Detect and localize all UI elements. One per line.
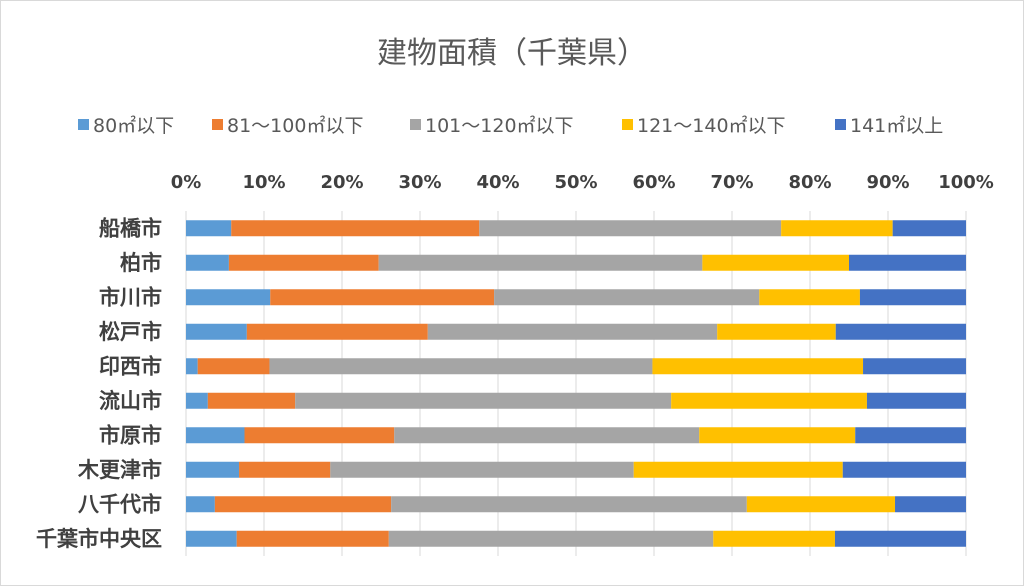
bar-segment (244, 427, 395, 444)
x-tick-label: 0% (171, 172, 202, 193)
bar-segment (186, 323, 247, 340)
bar-segment (378, 254, 703, 271)
bar-segment (759, 289, 860, 306)
x-tick-label: 10% (242, 172, 285, 193)
category-label: 木更津市 (77, 458, 162, 482)
bar-segment (895, 496, 966, 513)
bar-segment (866, 392, 966, 409)
bar-segment (231, 220, 480, 237)
x-tick-label: 20% (320, 172, 363, 193)
bar-segment (494, 289, 760, 306)
chart-title: 建物面積（千葉県） (377, 36, 647, 71)
x-tick-label: 80% (788, 172, 831, 193)
bar-segment (236, 530, 389, 547)
bar-segment (391, 496, 747, 513)
category-label: 船橋市 (99, 216, 162, 240)
x-tick-label: 100% (938, 172, 994, 193)
bar-segment (746, 496, 896, 513)
bar-segment (855, 427, 966, 444)
bar-segment (295, 392, 672, 409)
bar-segment (186, 496, 215, 513)
bar-segment (388, 530, 714, 547)
bar-segment (702, 254, 849, 271)
bar-segment (863, 358, 966, 375)
bar-segment (834, 530, 966, 547)
x-tick-label: 30% (398, 172, 441, 193)
bar-segment (186, 254, 229, 271)
bar-segment (269, 358, 653, 375)
bar-segment (330, 461, 634, 478)
category-label: 市川市 (99, 285, 162, 309)
bars (186, 220, 966, 547)
legend-swatch (78, 119, 89, 130)
bar-segment (479, 220, 782, 237)
x-tick-label: 50% (554, 172, 597, 193)
x-tick-label: 40% (476, 172, 519, 193)
category-label: 千葉市中央区 (36, 527, 162, 551)
legend-label: 141㎡以上 (850, 114, 943, 137)
bar-segment (842, 461, 966, 478)
bar-segment (835, 323, 966, 340)
bar-segment (699, 427, 856, 444)
category-label: 柏市 (120, 251, 162, 275)
bar-segment (859, 289, 966, 306)
bar-segment (207, 392, 296, 409)
legend-swatch (622, 119, 633, 130)
category-label: 印西市 (99, 354, 162, 378)
bar-segment (713, 530, 835, 547)
bar-segment (246, 323, 428, 340)
category-label: 流山市 (99, 389, 162, 413)
x-axis-tick-labels: 0% 10% 20% 30% 40% 50% 60% 70% 80% 90% 100% (171, 172, 994, 193)
bar-segment (214, 496, 392, 513)
bar-segment (186, 461, 240, 478)
bar-segment (186, 530, 237, 547)
bar-segment (849, 254, 966, 271)
legend-swatch (212, 119, 223, 130)
bar-segment (781, 220, 893, 237)
bar-segment (228, 254, 379, 271)
legend-swatch (835, 119, 846, 130)
bar-segment (652, 358, 864, 375)
bar-segment (394, 427, 700, 444)
bar-segment (239, 461, 331, 478)
bar-segment (671, 392, 867, 409)
bar-segment (186, 427, 245, 444)
bar-segment (186, 289, 271, 306)
category-label: 八千代市 (78, 492, 162, 516)
bar-segment (892, 220, 966, 237)
legend-label: 80㎡以下 (93, 114, 174, 137)
category-label: 松戸市 (99, 320, 162, 344)
legend-label: 81～100㎡以下 (227, 114, 363, 137)
x-tick-label: 70% (710, 172, 753, 193)
legend-label: 101～120㎡以下 (425, 114, 574, 137)
bar-segment (197, 358, 270, 375)
bar-segment (186, 358, 198, 375)
bar-segment (633, 461, 843, 478)
legend: 80㎡以下 81～100㎡以下 101～120㎡以下 121～140㎡以下 141㎡以上 (78, 114, 943, 137)
bar-segment (186, 220, 232, 237)
x-tick-label: 60% (632, 172, 675, 193)
bar-segment (186, 392, 208, 409)
bar-segment (427, 323, 718, 340)
legend-swatch (410, 119, 421, 130)
legend-label: 121～140㎡以下 (637, 114, 786, 137)
x-tick-label: 90% (866, 172, 909, 193)
bar-segment (717, 323, 836, 340)
category-label: 市原市 (99, 423, 162, 447)
bar-segment (270, 289, 495, 306)
